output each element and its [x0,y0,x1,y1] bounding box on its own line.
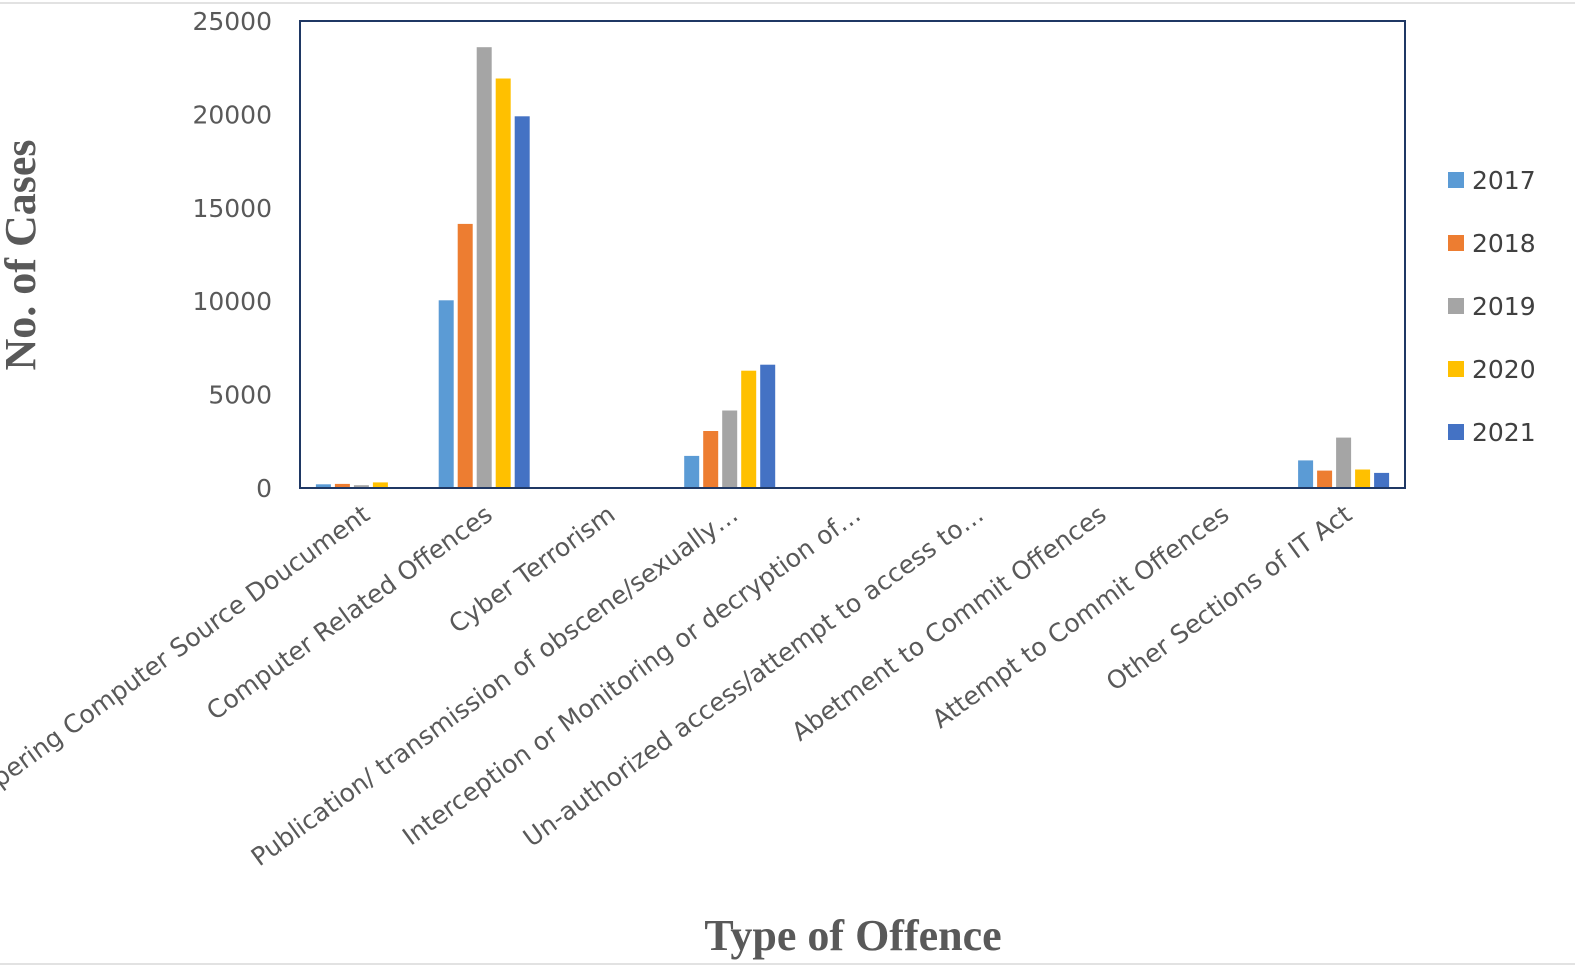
top-divider [0,2,1575,4]
y-tick-label: 20000 [192,100,272,129]
legend-label-2019: 2019 [1472,292,1536,321]
bar-2019-8 [1336,437,1352,488]
y-tick-label: 15000 [192,194,272,223]
bars-group [315,47,1390,489]
plot-area-frame [299,20,1406,489]
legend-label-2018: 2018 [1472,229,1536,258]
y-tick-label: 25000 [192,7,272,36]
x-axis-title: Type of Offence [704,911,1001,960]
legend: 2017 2018 2019 2020 2021 [1448,166,1536,447]
y-axis-title: No. of Cases [0,140,45,371]
y-tick-label: 0 [256,474,272,503]
x-category-label: Interception or Monitoring or decryption… [397,499,866,851]
bar-2018-0 [334,483,350,488]
x-axis-categories: ampering Computer Source DoucumentComput… [0,499,1357,872]
bar-2021-1 [514,116,530,489]
bar-2017-1 [438,300,454,488]
bar-2019-1 [476,47,492,488]
legend-swatch-2021 [1448,424,1464,440]
y-tick-label: 10000 [192,287,272,316]
bar-2017-8 [1298,460,1314,488]
legend-swatch-2018 [1448,235,1464,251]
bar-2018-8 [1317,470,1333,488]
bar-2021-8 [1374,472,1390,488]
bar-2020-8 [1355,469,1371,488]
bar-2017-3 [684,455,700,488]
x-category-label: Other Sections of IT Act [1101,499,1357,696]
legend-swatch-2017 [1448,172,1464,188]
legend-label-2021: 2021 [1472,418,1536,447]
y-tick-label: 5000 [208,381,272,410]
bar-2019-3 [722,410,738,488]
legend-label-2017: 2017 [1472,166,1536,195]
legend-swatch-2019 [1448,298,1464,314]
bar-2017-0 [315,484,331,488]
bar-2021-3 [760,364,776,488]
bar-2018-1 [457,223,473,488]
x-category-label: Un-authorized access/attempt to access t… [518,499,989,852]
bar-2020-1 [495,78,511,488]
y-axis-ticks: 0 5000 10000 15000 20000 25000 [192,7,272,503]
x-category-label: ampering Computer Source Doucument [0,499,375,816]
bar-2019-0 [353,485,369,488]
legend-swatch-2020 [1448,361,1464,377]
bottom-divider [0,963,1575,965]
legend-label-2020: 2020 [1472,355,1536,384]
bar-2018-3 [703,431,719,488]
bar-2020-3 [741,370,757,488]
bar-2020-0 [372,482,388,488]
